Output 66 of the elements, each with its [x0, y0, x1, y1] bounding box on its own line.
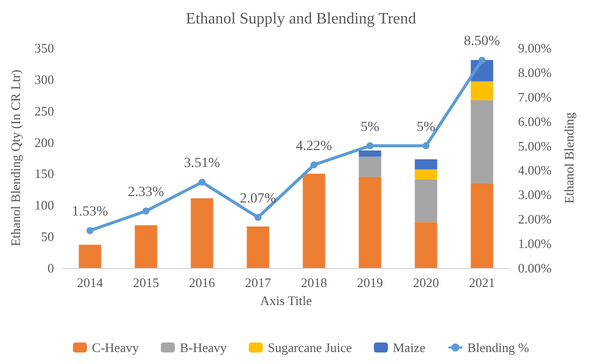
x-tick-label: 2018	[301, 275, 327, 290]
y2-tick-label: 5.00%	[518, 138, 552, 154]
bar	[246, 226, 270, 268]
x-axis-title: Axis Title	[260, 292, 312, 308]
point	[142, 208, 150, 215]
data-label: 8.50%	[464, 34, 500, 50]
y-tick-label: 200	[34, 134, 54, 150]
y-tick-label: 150	[34, 166, 54, 182]
x-tick-label: 2021	[469, 275, 495, 290]
data-label: 2.33%	[128, 185, 164, 200]
x-tick-label: 2016	[189, 275, 216, 290]
data-label: 3.51%	[184, 156, 220, 172]
x-tick-label: 2015	[133, 275, 159, 290]
y2-tick-label: 2.00%	[518, 212, 552, 227]
bar	[414, 169, 438, 180]
point	[198, 178, 206, 186]
y-tick-label: 100	[34, 198, 54, 213]
y2-tick-label: 9.00%	[518, 40, 552, 56]
bar	[190, 198, 214, 268]
bar	[358, 176, 382, 268]
bar	[358, 156, 382, 177]
y-tick-label: 50	[41, 229, 54, 244]
y2-tick-label: 1.00%	[518, 236, 552, 252]
point	[254, 214, 262, 221]
legend-label: B-Heavy	[180, 340, 228, 355]
y-tick-label: 300	[34, 72, 54, 87]
point	[366, 142, 374, 150]
bar	[470, 183, 494, 268]
y-axis-title: Ethanol Blending Qty (In CR Ltr)	[8, 70, 23, 246]
x-tick-label: 2019	[357, 275, 383, 290]
y-tick-label: 0	[48, 260, 54, 276]
bar	[414, 179, 438, 222]
bar	[78, 244, 102, 268]
legend-label: Sugarcane Juice	[268, 340, 352, 355]
point	[86, 227, 94, 234]
data-label: 5%	[360, 120, 380, 135]
data-label: 1.53%	[72, 204, 108, 220]
legend-label: Blending %	[467, 340, 530, 355]
y2-tick-label: 3.00%	[518, 187, 552, 202]
bar	[414, 222, 438, 268]
point	[310, 161, 318, 168]
bar	[470, 81, 494, 100]
x-tick-label: 2014	[77, 275, 104, 290]
bar	[358, 150, 382, 157]
data-label: 2.07%	[240, 191, 276, 206]
data-label: 5%	[416, 120, 436, 135]
legend-label: C-Heavy	[92, 340, 140, 355]
y2-tick-label: 8.00%	[518, 64, 552, 80]
bar	[134, 225, 158, 268]
y-tick-label: 250	[34, 103, 54, 118]
x-tick-label: 2017	[245, 275, 272, 290]
y2-tick-label: 6.00%	[518, 114, 552, 129]
chart-title: Ethanol Supply and Blending Trend	[186, 10, 416, 28]
y2-tick-label: 4.00%	[518, 162, 552, 178]
y2-axis-title: Ethanol Blending	[561, 112, 576, 204]
x-tick-label: 2020	[413, 275, 439, 290]
y2-tick-label: 0.00%	[518, 260, 552, 276]
y2-tick-label: 7.00%	[518, 89, 552, 104]
bar	[470, 100, 494, 184]
point	[422, 142, 430, 150]
bar	[414, 159, 438, 170]
point	[478, 56, 486, 64]
bar	[302, 174, 326, 268]
legend-label: Maize	[392, 340, 426, 355]
y-tick-label: 350	[34, 40, 54, 56]
data-label: 4.22%	[296, 138, 332, 154]
